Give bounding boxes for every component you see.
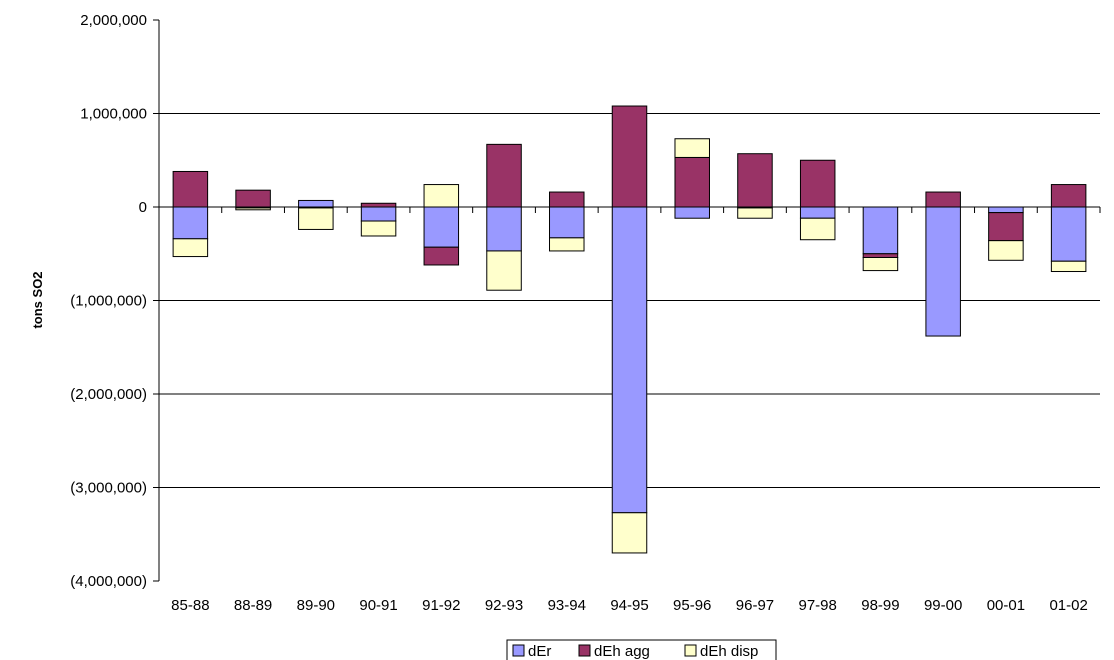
bar-segment (549, 237, 585, 252)
bar-segment (862, 206, 899, 255)
bar-segment (988, 212, 1024, 242)
bar-segment (423, 184, 460, 208)
x-tick-labels: 85-88 88-89 89-90 90-91 91-92 92-93 93-94 94-95… (171, 597, 1088, 614)
bar-segment (737, 153, 773, 208)
x-tick-label: 89-90 (297, 597, 335, 614)
bar-segment (737, 207, 773, 219)
bar-segment (674, 138, 710, 158)
bar-segment (799, 217, 836, 241)
y-tick-labels: 2,000,000 1,000,000 0 (1,000,000) (2,000,000… (70, 12, 147, 590)
bar-segment (988, 206, 1024, 214)
bar-segment (172, 170, 209, 208)
bar-segment (360, 202, 397, 208)
bars (172, 105, 1087, 554)
bar-segment (360, 206, 397, 222)
x-tick-label: 96-97 (736, 597, 774, 614)
x-tick-label: 99-00 (924, 597, 962, 614)
bar-segment (549, 191, 585, 208)
bar-segment (298, 207, 334, 230)
legend-label: dEh disp (700, 643, 758, 660)
legend-label: dEr (528, 643, 551, 660)
legend: dEr dEh agg dEh disp (506, 639, 777, 660)
x-tick-label: 01-02 (1049, 597, 1087, 614)
bar-segment (1050, 206, 1087, 262)
x-tick-label: 00-01 (987, 597, 1025, 614)
y-tick-label: 1,000,000 (80, 106, 147, 123)
bar-segment (799, 206, 836, 219)
bar-segment (862, 256, 899, 272)
bar-segment (925, 191, 961, 208)
bar-segment (298, 199, 334, 208)
bar-segment (423, 206, 460, 248)
bar-segment (611, 512, 648, 554)
legend-box (506, 639, 777, 660)
bar-segment (674, 206, 710, 219)
x-tick-label: 95-96 (673, 597, 711, 614)
bar-segment (486, 143, 522, 208)
y-tick-label: 2,000,000 (80, 12, 147, 29)
x-tick-label: 94-95 (610, 597, 648, 614)
x-tick-label: 88-89 (234, 597, 272, 614)
bar-segment (988, 240, 1024, 261)
bar-segment (235, 189, 271, 208)
x-tick-label: 91-92 (422, 597, 460, 614)
legend-swatch (512, 644, 525, 657)
bar-segment (360, 220, 397, 237)
x-tick-label: 98-99 (861, 597, 899, 614)
legend-swatch (578, 644, 591, 657)
x-tick-label: 93-94 (548, 597, 586, 614)
legend-label: dEh agg (594, 643, 650, 660)
y-tick-label: (4,000,000) (70, 573, 147, 590)
bar-segment (172, 238, 209, 258)
y-tick-label: (3,000,000) (70, 480, 147, 497)
y-tick-label: 0 (139, 199, 147, 216)
bar-segment (172, 206, 209, 240)
y-axis-title: tons SO2 (30, 271, 45, 328)
bar-segment (235, 207, 271, 211)
bar-segment (1050, 260, 1087, 273)
axes (153, 19, 1101, 582)
bar-segment (486, 250, 522, 291)
x-tick-label: 90-91 (359, 597, 397, 614)
bar-segment (549, 206, 585, 239)
y-tick-label: (1,000,000) (70, 293, 147, 310)
x-tick-label: 85-88 (171, 597, 209, 614)
x-tick-label: 92-93 (485, 597, 523, 614)
bar-segment (674, 156, 710, 208)
x-tick-label: 97-98 (799, 597, 837, 614)
bar-segment (799, 159, 836, 208)
bar-segment (1050, 184, 1087, 208)
bar-segment (611, 206, 648, 514)
bar-segment (862, 253, 899, 258)
bar-segment (611, 105, 648, 208)
bar-segment (486, 206, 522, 252)
y-tick-label: (2,000,000) (70, 386, 147, 403)
legend-swatch (684, 644, 697, 657)
bar-segment (423, 246, 460, 266)
bar-segment (925, 206, 961, 337)
